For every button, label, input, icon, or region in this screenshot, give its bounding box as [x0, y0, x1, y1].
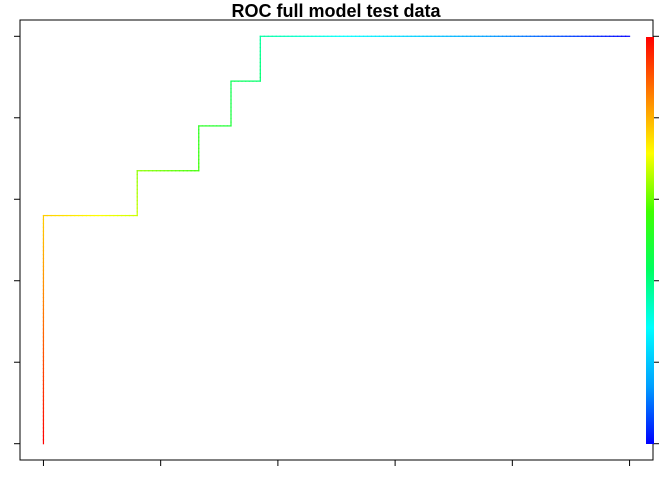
- colorbar: [646, 37, 654, 444]
- axis-ticks: [14, 35, 659, 466]
- plot-frame: [19, 19, 654, 461]
- chart-title: ROC full model test data: [231, 1, 441, 21]
- roc-curve: [42, 35, 631, 445]
